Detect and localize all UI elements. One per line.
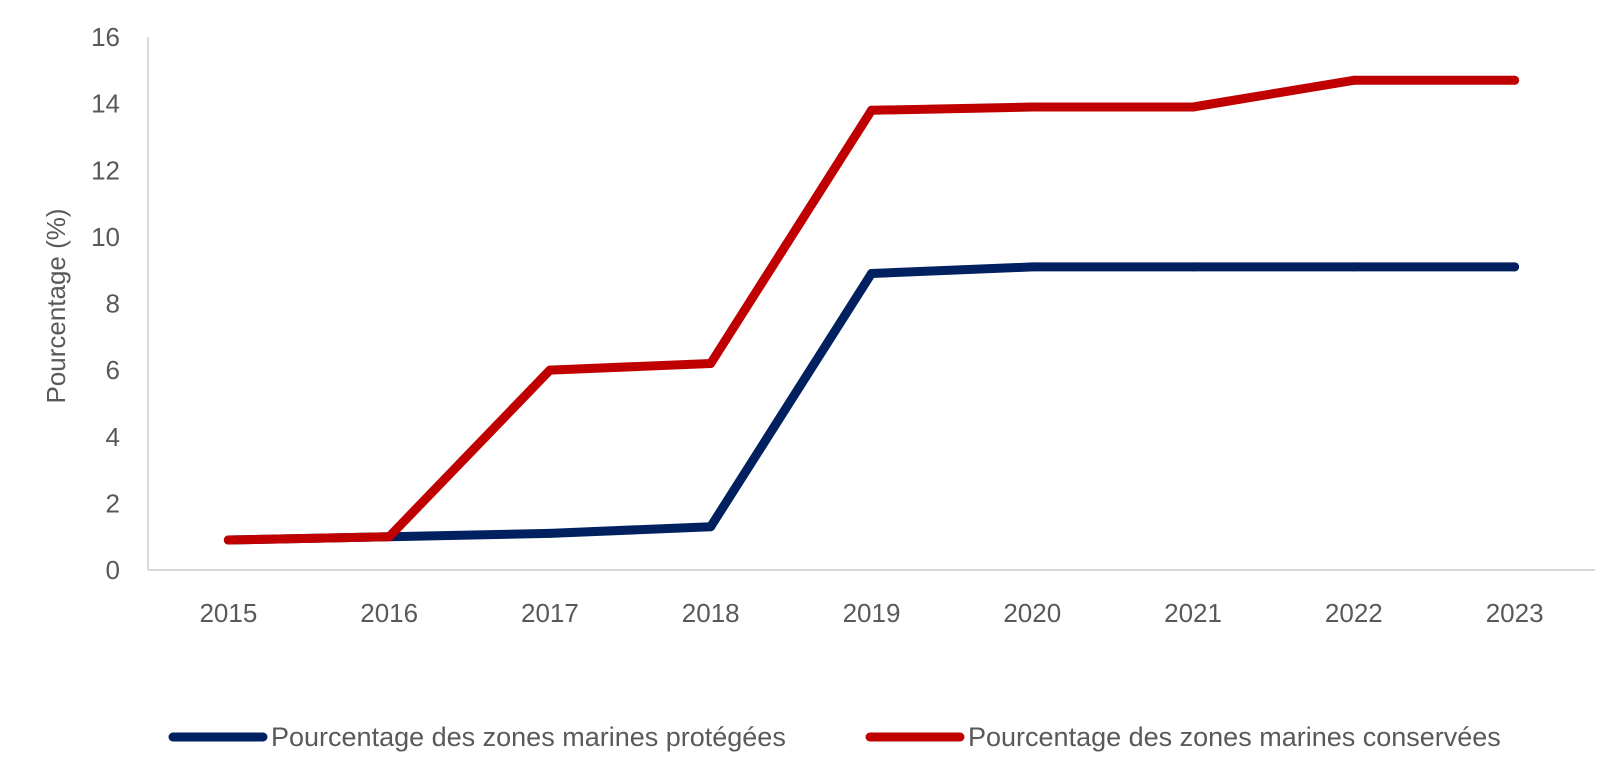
data-point xyxy=(1188,262,1198,272)
data-point xyxy=(545,528,555,538)
y-tick-label: 8 xyxy=(106,289,120,319)
legend-item-conservees: Pourcentage des zones marines conservées xyxy=(865,722,1501,752)
data-point xyxy=(867,269,876,279)
data-point xyxy=(1349,262,1359,272)
x-tick-label: 2020 xyxy=(1003,598,1061,628)
x-tick-label: 2018 xyxy=(682,598,740,628)
data-point xyxy=(867,105,876,115)
data-point xyxy=(1027,102,1037,112)
data-point xyxy=(1188,102,1198,112)
legend-item-protegees: Pourcentage des zones marines protégées xyxy=(168,722,786,752)
data-point xyxy=(1510,75,1520,85)
x-tick-label: 2022 xyxy=(1325,598,1383,628)
x-tick-label: 2021 xyxy=(1164,598,1222,628)
y-tick-label: 10 xyxy=(91,222,120,252)
x-tick-labels: 2015 2016 2017 2018 2019 2020 2021 2022 2023 xyxy=(199,598,1543,628)
data-point xyxy=(223,535,233,545)
series-lines xyxy=(223,75,1520,545)
legend-label-protegees: Pourcentage des zones marines protégées xyxy=(271,722,786,752)
y-tick-label: 12 xyxy=(91,155,120,185)
y-tick-label: 0 xyxy=(106,555,120,585)
y-axis-title: Pourcentage (%) xyxy=(41,208,71,403)
data-point xyxy=(706,358,716,368)
data-point xyxy=(545,365,555,375)
x-tick-label: 2023 xyxy=(1486,598,1544,628)
y-tick-label: 16 xyxy=(91,22,120,52)
data-point xyxy=(1510,262,1520,272)
data-point xyxy=(706,522,716,532)
x-tick-label: 2015 xyxy=(199,598,257,628)
legend: Pourcentage des zones marines protégées … xyxy=(168,722,1501,752)
y-tick-label: 14 xyxy=(91,89,120,119)
y-tick-label: 4 xyxy=(106,422,120,452)
y-tick-labels: 0 2 4 6 8 10 12 14 16 xyxy=(91,22,120,585)
data-point xyxy=(1027,262,1037,272)
x-tick-label: 2019 xyxy=(843,598,901,628)
series-line-conservees xyxy=(223,75,1520,545)
legend-label-conservees: Pourcentage des zones marines conservées xyxy=(968,722,1501,752)
y-tick-label: 6 xyxy=(106,355,120,385)
data-point xyxy=(384,532,394,542)
x-tick-label: 2017 xyxy=(521,598,579,628)
y-tick-label: 2 xyxy=(106,488,120,518)
data-point xyxy=(1349,75,1359,85)
x-tick-label: 2016 xyxy=(360,598,418,628)
